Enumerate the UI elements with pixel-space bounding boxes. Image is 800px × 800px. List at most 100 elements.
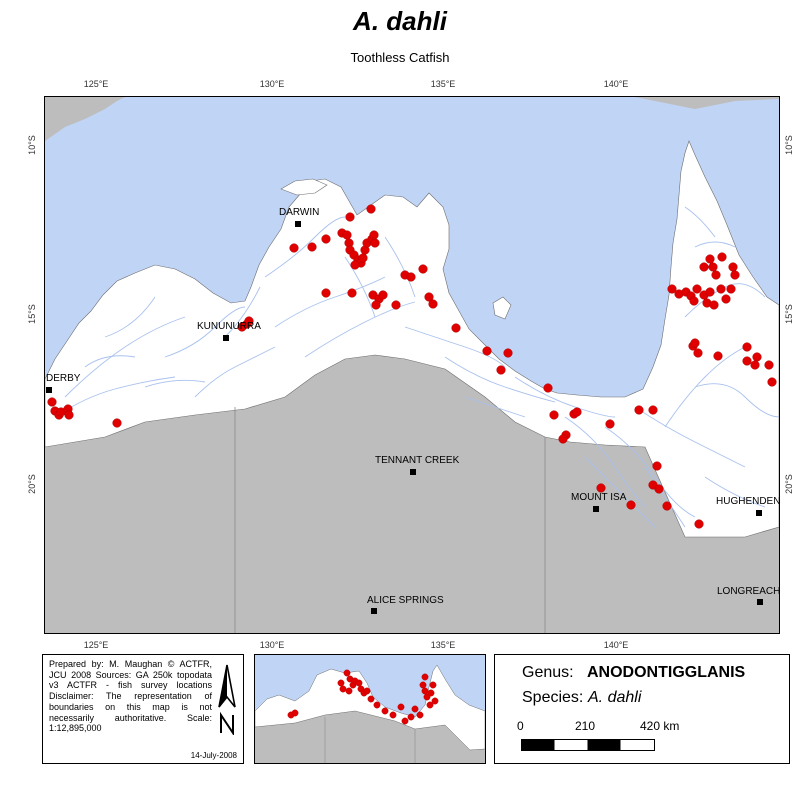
survey-point xyxy=(424,292,434,302)
inset-survey-point xyxy=(291,709,299,717)
survey-point xyxy=(721,294,731,304)
survey-point xyxy=(503,348,513,358)
survey-point xyxy=(391,300,401,310)
survey-point xyxy=(648,405,658,415)
longitude-tick-bottom: 130°E xyxy=(259,640,285,650)
survey-point xyxy=(705,287,715,297)
survey-point xyxy=(711,270,721,280)
survey-point xyxy=(289,243,299,253)
inset-survey-point xyxy=(429,681,437,689)
survey-point xyxy=(654,484,664,494)
inset-survey-point xyxy=(373,701,381,709)
town-marker-hughenden xyxy=(756,510,762,516)
survey-point xyxy=(716,284,726,294)
survey-point xyxy=(662,501,672,511)
scale-label-210: 210 xyxy=(575,719,596,733)
latitude-tick-right: 10°S xyxy=(784,135,794,155)
survey-point xyxy=(730,270,740,280)
survey-point xyxy=(692,284,702,294)
inset-survey-point xyxy=(421,687,429,695)
survey-point xyxy=(496,365,506,375)
inset-survey-point xyxy=(427,689,435,697)
survey-point xyxy=(549,410,559,420)
survey-point xyxy=(366,204,376,214)
date-text: 14-July-2008 xyxy=(190,751,237,760)
survey-point xyxy=(709,300,719,310)
survey-point xyxy=(742,342,752,352)
map-subtitle: Toothless Catfish xyxy=(350,50,450,65)
land-catchment-region xyxy=(45,140,779,538)
north-arrow-icon xyxy=(217,663,237,740)
survey-point xyxy=(764,360,774,370)
info-panel: Prepared by: M. Maughan © ACTFR, JCU 200… xyxy=(42,654,244,764)
main-map[interactable]: DARWIN KUNUNURRA DERBY TENNANT CREEK MOU… xyxy=(44,96,780,634)
inset-survey-point xyxy=(397,703,405,711)
survey-point xyxy=(543,383,553,393)
survey-point xyxy=(307,242,317,252)
inset-survey-point xyxy=(367,695,375,703)
inset-survey-point xyxy=(345,687,353,695)
inset-survey-point xyxy=(343,669,351,677)
survey-point xyxy=(742,356,752,366)
town-marker-tennant-creek xyxy=(410,469,416,475)
longitude-tick-bottom: 140°E xyxy=(603,640,629,650)
town-marker-derby xyxy=(46,387,52,393)
survey-point xyxy=(350,260,360,270)
survey-point xyxy=(626,500,636,510)
survey-point xyxy=(345,212,355,222)
map-title: A. dahli xyxy=(353,6,447,36)
groote-eylandt xyxy=(492,296,512,320)
survey-point xyxy=(767,377,777,387)
latitude-tick-left: 10°S xyxy=(27,135,37,155)
survey-point xyxy=(750,360,760,370)
inset-survey-point xyxy=(363,687,371,695)
survey-point xyxy=(667,284,677,294)
survey-point xyxy=(694,519,704,529)
timor-island xyxy=(45,97,125,141)
town-label-alice-springs: ALICE SPRINGS xyxy=(367,595,444,606)
inset-land-outside xyxy=(255,711,485,763)
survey-point xyxy=(112,418,122,428)
inset-survey-point xyxy=(401,717,409,725)
longitude-tick-bottom: 135°E xyxy=(430,640,456,650)
latitude-tick-right: 15°S xyxy=(784,304,794,324)
survey-point xyxy=(428,299,438,309)
credits-text: Prepared by: M. Maughan © ACTFR, JCU 200… xyxy=(49,659,212,734)
survey-point xyxy=(347,288,357,298)
survey-point xyxy=(358,253,368,263)
survey-point xyxy=(558,434,568,444)
town-marker-longreach xyxy=(757,599,763,605)
inset-survey-point xyxy=(416,711,424,719)
latitude-tick-left: 20°S xyxy=(27,474,37,494)
survey-point xyxy=(321,234,331,244)
survey-point xyxy=(693,348,703,358)
survey-point xyxy=(634,405,644,415)
latitude-tick-right: 20°S xyxy=(784,474,794,494)
species-label: Species: xyxy=(522,689,584,706)
inset-survey-point xyxy=(411,705,419,713)
survey-point xyxy=(321,288,331,298)
town-marker-kununurra xyxy=(223,335,229,341)
survey-point xyxy=(237,322,247,332)
survey-point xyxy=(572,407,582,417)
latitude-tick-left: 15°S xyxy=(27,304,37,324)
survey-point xyxy=(690,338,700,348)
new-guinea-coast xyxy=(635,97,779,109)
inset-survey-point xyxy=(421,673,429,681)
survey-point xyxy=(717,252,727,262)
inset-survey-point xyxy=(389,711,397,719)
survey-point xyxy=(370,238,380,248)
survey-point xyxy=(244,316,254,326)
tiwi-islands xyxy=(280,178,328,196)
survey-point xyxy=(689,296,699,306)
inset-land-catchment xyxy=(255,664,485,751)
scale-label-0: 0 xyxy=(517,719,524,733)
town-label-hughenden: HUGHENDEN xyxy=(716,496,780,507)
town-label-tennant-creek: TENNANT CREEK xyxy=(375,455,460,466)
genus-value: ANODONTIGGLANIS xyxy=(587,664,746,681)
town-label-derby: DERBY xyxy=(46,373,81,384)
survey-point xyxy=(342,230,352,240)
survey-point xyxy=(596,483,606,493)
survey-point xyxy=(406,272,416,282)
inset-survey-point xyxy=(337,679,345,687)
